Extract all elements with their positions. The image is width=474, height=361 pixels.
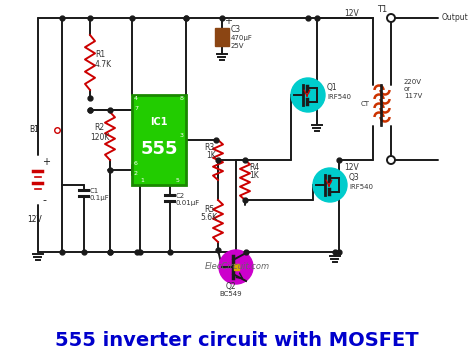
Text: 7: 7 — [134, 106, 138, 111]
Text: 1K: 1K — [206, 151, 216, 160]
Text: 5: 5 — [176, 178, 180, 183]
Text: Q3: Q3 — [349, 173, 360, 182]
Text: IC1: IC1 — [150, 117, 168, 127]
Text: Q2: Q2 — [226, 282, 237, 291]
Text: 120K: 120K — [90, 133, 109, 142]
Text: 25V: 25V — [231, 43, 245, 49]
Text: IRF540: IRF540 — [349, 184, 373, 190]
Text: 8: 8 — [180, 96, 184, 101]
Text: R1: R1 — [95, 50, 105, 59]
Text: 0.01μF: 0.01μF — [176, 200, 200, 206]
Text: C1: C1 — [90, 188, 99, 194]
Text: C2: C2 — [176, 193, 185, 199]
Circle shape — [219, 250, 253, 284]
Text: BC549: BC549 — [219, 291, 242, 297]
Text: or: or — [404, 86, 411, 92]
Text: 1K: 1K — [249, 171, 259, 180]
Text: 12V: 12V — [345, 9, 359, 18]
Text: 117V: 117V — [404, 93, 422, 99]
Text: B1: B1 — [29, 126, 39, 135]
Circle shape — [313, 168, 347, 202]
Text: 3: 3 — [180, 133, 184, 138]
Circle shape — [387, 14, 395, 22]
Text: Output: Output — [442, 13, 469, 22]
Text: Q1: Q1 — [327, 83, 337, 92]
Text: -: - — [42, 195, 46, 205]
Text: T1: T1 — [377, 5, 387, 14]
Text: R4: R4 — [249, 163, 259, 172]
Text: +: + — [42, 157, 50, 167]
Text: IRF540: IRF540 — [327, 94, 351, 100]
Text: R2: R2 — [94, 123, 104, 132]
Text: 4: 4 — [134, 96, 138, 101]
Bar — [234, 264, 239, 270]
Text: CT: CT — [361, 101, 370, 107]
Text: 2: 2 — [134, 171, 138, 176]
Circle shape — [291, 78, 325, 112]
Text: 4.7K: 4.7K — [95, 60, 112, 69]
Text: 5.6K: 5.6K — [200, 213, 217, 222]
Text: +: + — [224, 16, 232, 26]
Text: R5: R5 — [204, 205, 214, 214]
Text: ElecCircuit.com: ElecCircuit.com — [204, 262, 270, 271]
Bar — [132, 95, 186, 185]
Text: 555: 555 — [140, 140, 178, 158]
Text: 6: 6 — [134, 161, 138, 166]
Text: 12V: 12V — [345, 163, 359, 172]
Text: 220V: 220V — [404, 79, 422, 85]
Circle shape — [387, 156, 395, 164]
Text: 555 inverter circuit with MOSFET: 555 inverter circuit with MOSFET — [55, 331, 419, 349]
Text: 1: 1 — [140, 178, 144, 183]
Text: 12V: 12V — [27, 215, 42, 224]
Text: R3: R3 — [204, 143, 214, 152]
Text: 470μF: 470μF — [231, 35, 253, 41]
Text: 0.1μF: 0.1μF — [90, 195, 110, 201]
Text: C3: C3 — [231, 25, 241, 34]
Bar — [215, 28, 229, 46]
